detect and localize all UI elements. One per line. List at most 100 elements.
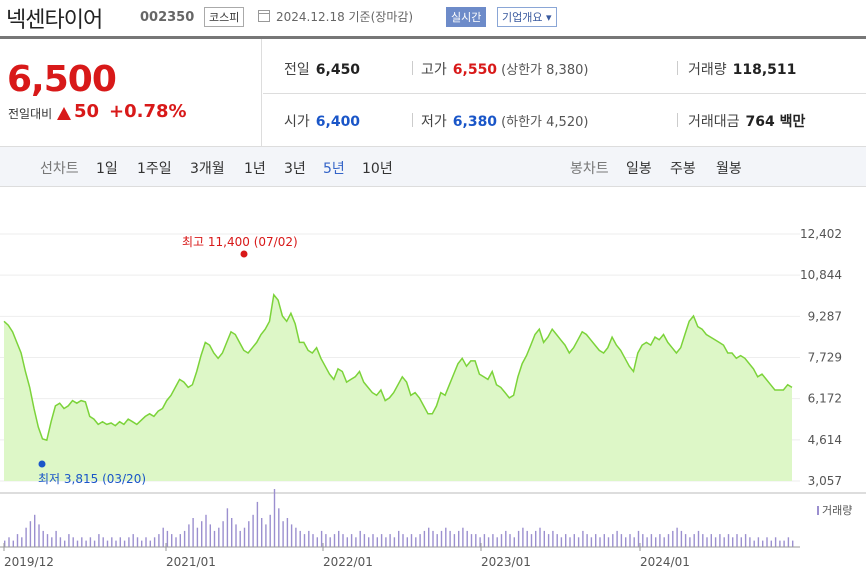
volume-bar xyxy=(543,530,545,547)
period-3y[interactable]: 3년 xyxy=(284,161,306,177)
volume-bar xyxy=(637,530,640,547)
period-10y[interactable]: 10년 xyxy=(362,161,393,177)
volume-bar xyxy=(145,537,147,547)
prev-close: 전일 6,450 xyxy=(284,59,360,79)
price-area-fill xyxy=(4,294,792,481)
volume-bar xyxy=(406,537,408,547)
cell-divider xyxy=(412,61,413,75)
volume-bar xyxy=(663,537,665,547)
cell-divider xyxy=(677,113,678,127)
amount-value: 764 백만 xyxy=(745,114,806,130)
volume-bar xyxy=(770,540,772,547)
y-tick-label: 12,402 xyxy=(800,227,842,241)
volume-bar xyxy=(76,540,79,547)
volume-bar xyxy=(462,527,464,547)
volume-bar xyxy=(218,527,220,547)
volume-bar xyxy=(505,530,507,547)
volume-bar xyxy=(273,489,276,547)
volume-bar xyxy=(38,524,40,547)
volume-bar xyxy=(470,534,473,547)
volume-bar xyxy=(29,521,32,547)
volume-bar xyxy=(286,518,289,547)
volume-bar xyxy=(350,534,353,547)
volume-bar xyxy=(12,540,14,547)
candle-monthly[interactable]: 월봉 xyxy=(716,161,742,177)
realtime-button[interactable]: 실시간 xyxy=(446,7,487,27)
volume-bar xyxy=(736,534,738,547)
volume-bar xyxy=(21,537,23,547)
volume-bar xyxy=(338,530,340,547)
volume-bar xyxy=(209,524,211,547)
volume-legend-swatch xyxy=(817,506,819,515)
volume-bar xyxy=(393,537,396,547)
y-tick-label: 3,057 xyxy=(808,474,842,488)
volume-bar xyxy=(342,534,344,547)
volume-bar xyxy=(16,534,19,547)
volume-bar xyxy=(329,537,331,547)
volume-bar xyxy=(141,540,143,547)
volume-bar xyxy=(102,537,104,547)
period-1d[interactable]: 1일 xyxy=(96,161,118,177)
period-3m[interactable]: 3개월 xyxy=(190,161,225,177)
volume-value: 118,511 xyxy=(732,62,797,78)
change-label: 전일대비 xyxy=(8,107,53,121)
volume-bar xyxy=(719,534,721,547)
row-divider xyxy=(263,93,866,94)
company-info-button[interactable]: 기업개요 ▾ xyxy=(497,7,557,27)
volume-bar xyxy=(98,534,100,547)
volume-bar xyxy=(727,534,730,547)
volume-bar xyxy=(175,537,177,547)
volume-bar xyxy=(153,537,156,547)
volume-bar xyxy=(192,518,194,547)
volume-bar xyxy=(248,521,250,547)
volume-bar xyxy=(34,514,36,547)
y-tick-label: 9,287 xyxy=(808,309,842,323)
volume-bar xyxy=(603,534,605,547)
volume-bar xyxy=(55,530,57,547)
period-1w[interactable]: 1주일 xyxy=(137,161,172,177)
volume-bar xyxy=(513,537,515,547)
volume-bar xyxy=(633,537,635,547)
candle-daily[interactable]: 일봉 xyxy=(626,161,652,177)
volume-bar xyxy=(115,540,117,547)
volume-bar xyxy=(402,534,404,547)
volume-bar xyxy=(85,540,87,547)
quote-panel: 6,500 전일대비 50 +0.78% 전일 6,450 고가 6,550 (상한가… xyxy=(0,39,866,147)
volume-bar xyxy=(183,530,186,547)
high-value: 6,550 xyxy=(452,62,498,78)
volume-bar xyxy=(25,527,27,547)
candle-weekly[interactable]: 주봉 xyxy=(670,161,696,177)
period-1y[interactable]: 1년 xyxy=(244,161,266,177)
volume-bar xyxy=(423,530,426,547)
volume-bar xyxy=(136,537,139,547)
volume-bar xyxy=(278,508,280,547)
volume-legend-label: 거래량 xyxy=(822,504,852,517)
volume-bar xyxy=(81,537,83,547)
market-badge: 코스피 xyxy=(204,7,245,27)
volume-bar xyxy=(252,514,254,547)
volume-bar xyxy=(432,530,434,547)
volume-bar xyxy=(689,537,691,547)
volume-bar xyxy=(106,540,109,547)
max-label: 최고 11,400 (07/02) xyxy=(182,235,298,249)
volume-bar xyxy=(419,534,421,547)
volume-bar xyxy=(466,530,468,547)
current-price-box: 6,500 전일대비 50 +0.78% xyxy=(0,39,262,147)
period-5y[interactable]: 5년 xyxy=(323,161,345,177)
cell-divider xyxy=(677,61,678,75)
volume-bar xyxy=(595,534,597,547)
volume-bar xyxy=(556,534,558,547)
volume-bar xyxy=(72,537,74,547)
volume-bar xyxy=(522,527,524,547)
volume-bar xyxy=(753,540,755,547)
volume-bar xyxy=(684,534,687,547)
volume-bar xyxy=(577,537,580,547)
volume-bar xyxy=(325,534,327,547)
volume-bar xyxy=(483,534,486,547)
volume-bar xyxy=(171,534,173,547)
volume-bar xyxy=(590,537,593,547)
volume-bar xyxy=(676,527,678,547)
x-tick-label: 2019/12 xyxy=(4,555,54,569)
volume-bar xyxy=(64,540,66,547)
volume-bar xyxy=(757,537,760,547)
